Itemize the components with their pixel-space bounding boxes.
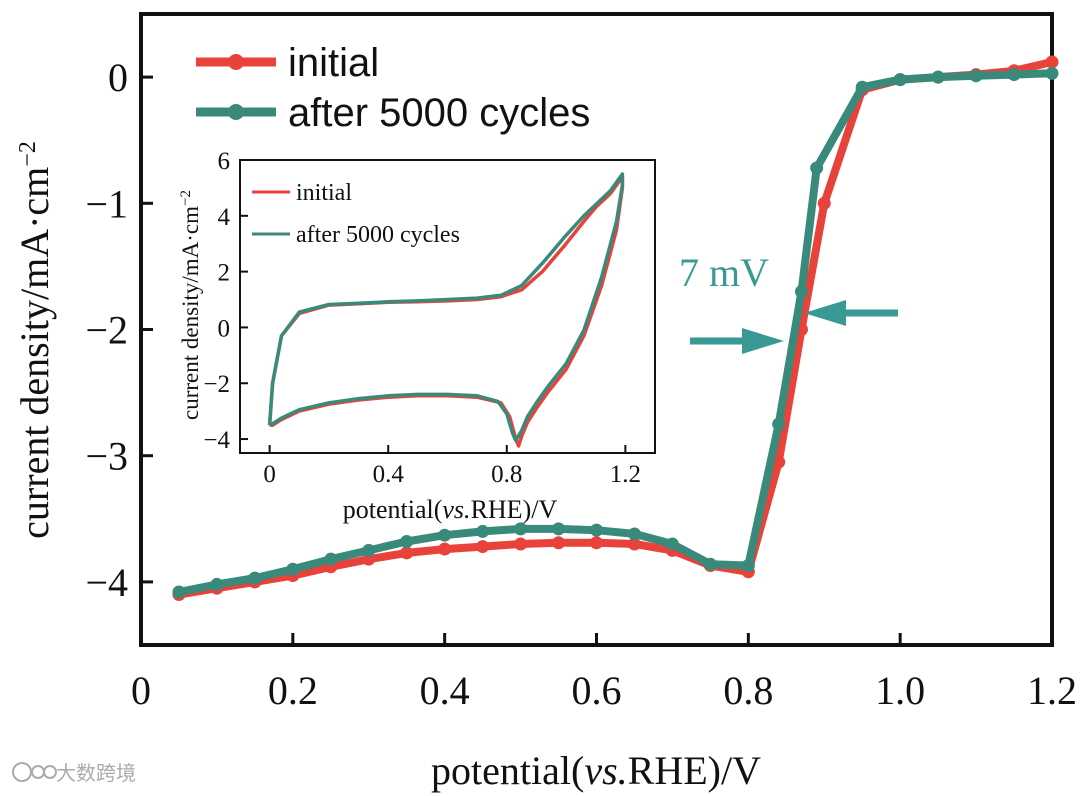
right-arrow-icon xyxy=(804,300,846,326)
main-data-point xyxy=(476,540,490,554)
inset-x-axis-label: potential(vs.RHE)/V xyxy=(343,495,558,524)
main-data-point xyxy=(552,522,566,536)
main-data-point xyxy=(476,524,490,538)
logo-icon xyxy=(12,762,57,782)
main-data-point xyxy=(590,523,603,537)
watermark: 大数跨境 xyxy=(12,762,136,785)
inset-legend-item-after: after 5000 cycles xyxy=(252,222,460,248)
inset-y-tick-label: 0 xyxy=(218,315,231,342)
legend-item-after: after 5000 cycles xyxy=(196,91,590,135)
inset-chart: 0 0.4 0.8 1.2 6 4 2 0 −2 −4 initial after 5000 c… xyxy=(178,148,656,524)
watermark-text: 大数跨境 xyxy=(56,762,136,785)
main-data-point xyxy=(514,522,528,536)
main-x-tick-label: 0.4 xyxy=(420,668,470,713)
inset-x-tick-label: 0.4 xyxy=(373,461,405,488)
inset-legend-label-after: after 5000 cycles xyxy=(296,222,460,248)
inset-plot-frame xyxy=(239,159,656,454)
inset-y-tick-label: 4 xyxy=(218,204,231,231)
legend-item-initial: initial xyxy=(196,41,379,85)
main-y-tick-label: −1 xyxy=(85,181,128,226)
main-y-ticks: 0 −1 −2 −3 −4 xyxy=(85,55,153,605)
inset-plot-bg xyxy=(240,160,655,453)
main-x-tick-label: 0.6 xyxy=(572,668,622,713)
main-x-axis-label: potential(vs.RHE)/V xyxy=(431,748,761,793)
main-data-point xyxy=(772,417,786,431)
main-x-tick-label: 0.8 xyxy=(723,668,773,713)
main-data-point xyxy=(817,196,831,210)
main-data-point xyxy=(400,546,414,560)
main-data-point xyxy=(210,577,224,591)
inset-series-after xyxy=(267,172,625,443)
main-data-point xyxy=(438,528,452,542)
main-y-tick-label: 0 xyxy=(108,55,128,100)
legend-label-initial: initial xyxy=(288,41,379,85)
inset-series-group xyxy=(267,172,625,448)
left-arrow-icon xyxy=(742,328,784,354)
main-y-axis-label: current density/mA·cm−2 xyxy=(12,141,57,539)
annotation-arrows xyxy=(690,300,898,354)
inset-x-ticks: 0 0.4 0.8 1.2 xyxy=(263,445,641,488)
inset-y-tick-label: 6 xyxy=(218,148,231,175)
main-data-point xyxy=(703,557,717,571)
main-series-after xyxy=(172,66,1059,599)
inset-x-tick-label: 0.8 xyxy=(491,461,522,488)
legend-label-after: after 5000 cycles xyxy=(288,91,590,135)
main-legend: initial after 5000 cycles xyxy=(196,41,590,135)
main-series-group xyxy=(172,55,1059,602)
main-data-point xyxy=(286,562,300,576)
main-data-point xyxy=(400,535,414,549)
main-data-point xyxy=(248,571,262,585)
main-data-point xyxy=(1045,55,1059,69)
annotation-7mv: 7 mV xyxy=(679,250,769,295)
inset-legend-item-initial: initial xyxy=(252,180,352,206)
main-x-tick-label: 1.2 xyxy=(1027,668,1077,713)
inset-y-tick-label: −2 xyxy=(203,371,230,398)
main-data-point xyxy=(810,161,824,175)
main-data-point xyxy=(514,537,528,551)
main-data-point xyxy=(893,73,907,87)
main-y-tick-label: −3 xyxy=(85,434,128,479)
inset-y-axis-label: current density/mA·cm−2 xyxy=(178,190,203,420)
main-data-point xyxy=(931,70,945,84)
main-y-tick-label: −2 xyxy=(85,308,128,353)
main-x-ticks: 0 0.2 0.4 0.6 0.8 1.0 1.2 xyxy=(131,633,1077,713)
inset-y-ticks: 6 4 2 0 −2 −4 xyxy=(203,148,248,454)
main-data-point xyxy=(362,543,376,557)
main-data-point xyxy=(1045,66,1059,80)
main-data-point xyxy=(552,536,566,550)
inset-legend: initial after 5000 cycles xyxy=(252,180,460,248)
main-data-point xyxy=(438,542,452,556)
main-chart: 0 0.2 0.4 0.6 0.8 1.0 1.2 0 −1 −2 −3 −4 7 mV initi… xyxy=(12,12,1077,793)
main-x-tick-label: 1.0 xyxy=(875,668,925,713)
inset-x-tick-label: 1.2 xyxy=(610,461,641,488)
main-x-tick-label: 0.2 xyxy=(268,668,318,713)
main-data-point xyxy=(590,536,603,550)
inset-x-tick-label: 0 xyxy=(263,461,276,488)
main-data-point xyxy=(772,455,786,469)
inset-y-tick-label: 2 xyxy=(218,260,231,287)
main-data-point xyxy=(1007,68,1021,82)
inset-legend-label-initial: initial xyxy=(296,180,352,206)
main-x-tick-label: 0 xyxy=(131,668,151,713)
inset-y-tick-label: −4 xyxy=(203,427,230,454)
main-data-point xyxy=(324,552,338,566)
main-data-point xyxy=(627,527,641,541)
main-y-tick-label: −4 xyxy=(85,560,128,605)
main-data-point xyxy=(855,80,869,94)
main-data-point xyxy=(627,537,641,551)
main-data-point xyxy=(665,537,679,551)
main-data-point xyxy=(794,285,808,299)
main-data-point xyxy=(969,69,983,83)
main-data-point xyxy=(741,558,755,572)
main-data-point xyxy=(172,585,186,599)
